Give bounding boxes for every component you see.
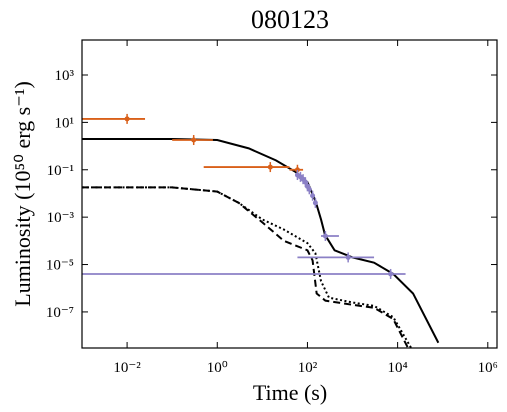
x-tick-label: 10⁰ [207, 360, 228, 376]
chart-title: 080123 [251, 5, 329, 34]
y-tick-label: 10⁻⁷ [46, 305, 74, 321]
data-point [267, 164, 273, 170]
y-tick-label: 10⁻⁵ [46, 258, 74, 274]
data-point [345, 254, 351, 260]
x-tick-label: 10⁴ [388, 360, 408, 376]
data-point [310, 193, 316, 199]
y-tick-label: 10¹ [55, 115, 75, 131]
x-axis-label: Time (s) [253, 380, 327, 405]
data-point [191, 137, 197, 143]
y-tick-label: 10³ [55, 68, 75, 84]
data-point [124, 116, 130, 122]
x-tick-label: 10⁻² [113, 360, 141, 376]
x-tick-label: 10⁶ [478, 360, 498, 376]
data-point [294, 167, 300, 173]
data-point [306, 186, 312, 192]
model-line [82, 137, 440, 344]
x-tick-label: 10² [298, 360, 318, 376]
data-point [312, 200, 318, 206]
data-point [388, 271, 394, 277]
y-tick-label: 10⁻³ [47, 210, 75, 226]
plot-area [82, 113, 440, 348]
axes-frame [81, 39, 498, 349]
model-line [82, 186, 413, 348]
data-point [302, 179, 308, 185]
y-tick-label: 10⁻¹ [47, 163, 74, 179]
data-point [322, 233, 328, 239]
y-axis-label: Luminosity (10⁵⁰ erg s⁻¹) [10, 81, 35, 307]
model-line [82, 186, 409, 348]
